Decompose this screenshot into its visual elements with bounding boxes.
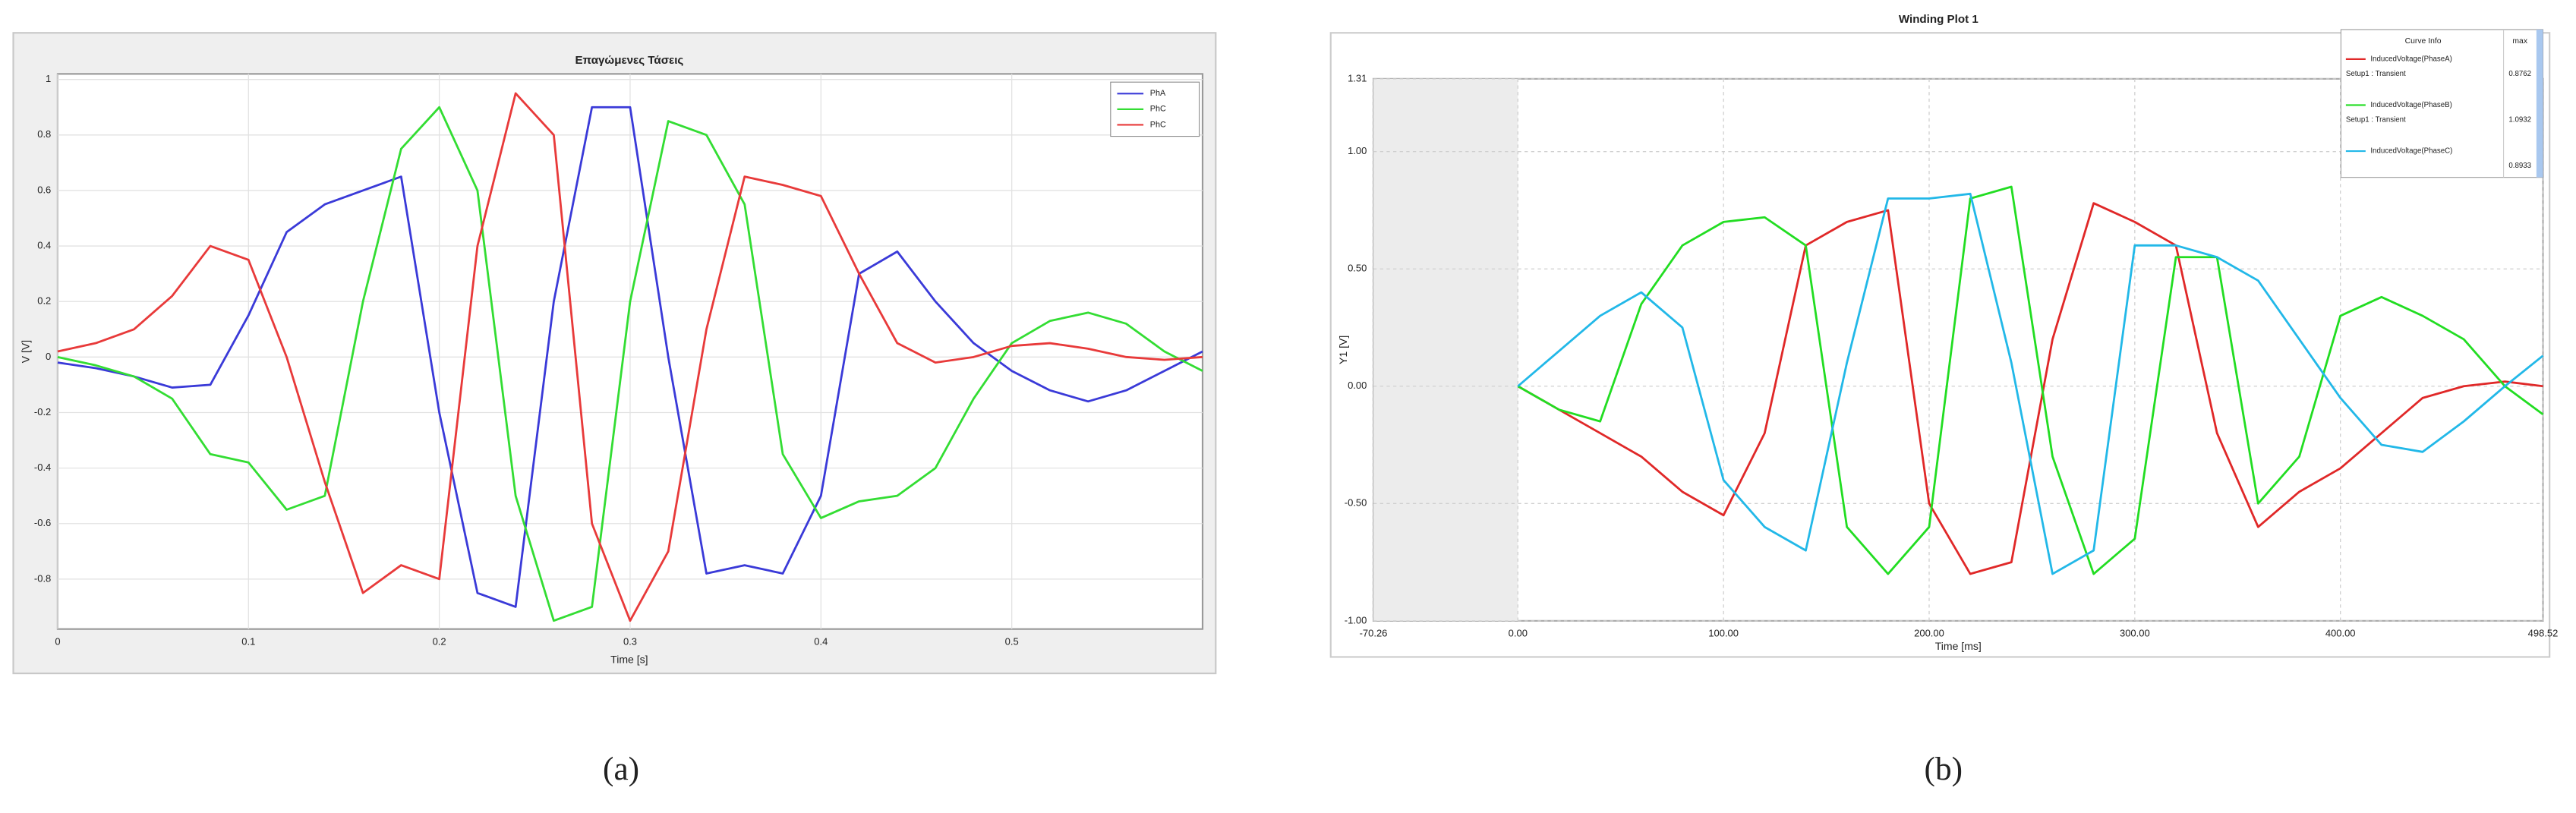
x-tick-label: -70.26 <box>1360 628 1388 639</box>
x-tick-label: 200.00 <box>1914 628 1944 639</box>
series-line <box>57 106 1203 608</box>
x-tick-label: 0.1 <box>241 635 255 647</box>
caption: (b) <box>1925 751 1963 787</box>
y-tick-label: 0.00 <box>1348 380 1367 391</box>
x-tick-label: 0.4 <box>814 635 828 647</box>
y-tick-label: 0.6 <box>37 184 51 195</box>
series-line <box>57 106 1203 622</box>
series-line <box>57 92 1203 622</box>
legend-header: max <box>2512 37 2527 46</box>
legend-label: PhC <box>1150 105 1166 114</box>
y-tick-label: -0.8 <box>34 572 51 584</box>
legend-label: InducedVoltage(PhaseC) <box>2370 147 2452 156</box>
x-tick-label: 0.3 <box>623 635 637 647</box>
legend-setup: Setup1 : Transient <box>2346 70 2406 78</box>
shaded-region <box>1373 78 1518 621</box>
legend-setup: Setup1 : Transient <box>2346 116 2406 124</box>
legend-table <box>2340 29 2544 178</box>
y-tick-label: 0.8 <box>37 128 51 140</box>
y-tick-label: -1.00 <box>1345 614 1367 626</box>
legend-max: 0.8933 <box>2508 162 2531 170</box>
x-tick-label: 498.52 <box>2528 628 2559 639</box>
legend-label: PhA <box>1150 89 1166 98</box>
x-tick-label: 400.00 <box>2325 628 2356 639</box>
x-tick-label: 0 <box>55 635 60 647</box>
y-tick-label: 0.2 <box>37 295 51 307</box>
series-line <box>1517 185 2544 575</box>
y-axis-label: Y1 [V] <box>1337 336 1349 364</box>
y-tick-label: 1 <box>46 73 51 84</box>
x-tick-label: 100.00 <box>1708 628 1739 639</box>
series-line <box>1517 192 2544 575</box>
legend-header: Curve Info <box>2405 37 2442 46</box>
chart-title: Επαγώμενες Τάσεις <box>575 54 683 67</box>
y-tick-label: -0.2 <box>34 406 51 418</box>
x-tick-label: 0.5 <box>1005 635 1019 647</box>
y-tick-label: 1.00 <box>1348 145 1367 156</box>
y-tick-label: 0.50 <box>1348 263 1367 274</box>
caption: (a) <box>603 751 639 787</box>
x-axis-label: Time [ms] <box>1935 640 1982 652</box>
y-tick-label: 0 <box>46 351 51 362</box>
legend-label: InducedVoltage(PhaseB) <box>2370 101 2452 109</box>
y-tick-label: -0.6 <box>34 517 51 528</box>
x-tick-label: 0.00 <box>1509 628 1528 639</box>
y-tick-label: 1.31 <box>1348 72 1367 84</box>
x-tick-label: 0.2 <box>433 635 446 647</box>
legend-scrollbar <box>2536 29 2543 178</box>
series-line <box>1517 202 2543 575</box>
legend-label: InducedVoltage(PhaseA) <box>2370 55 2452 63</box>
legend-max: 1.0932 <box>2508 116 2531 124</box>
y-tick-label: 0.4 <box>37 239 51 251</box>
y-tick-label: -0.50 <box>1345 497 1367 509</box>
x-tick-label: 300.00 <box>2120 628 2150 639</box>
legend-max: 0.8762 <box>2508 70 2531 78</box>
x-axis-label: Time [s] <box>610 654 648 666</box>
legend-label: PhC <box>1150 120 1166 129</box>
y-tick-label: -0.4 <box>34 462 51 473</box>
y-axis-label: V [V] <box>20 340 32 363</box>
chart-title: Winding Plot 1 <box>1899 13 1979 26</box>
